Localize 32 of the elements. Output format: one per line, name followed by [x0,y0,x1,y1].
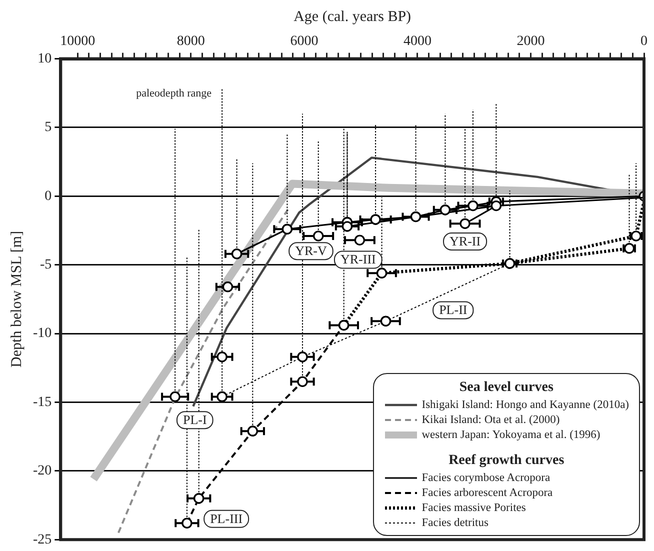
annotation: YR-III [340,252,376,267]
y-tick-label: -15 [32,394,52,410]
y-tick-label: -20 [32,464,52,479]
annotation: YR-II [450,233,481,248]
legend-label: Facies massive Porites [422,500,526,516]
x-tick-label: 0 [640,34,648,50]
legend-label: Kikai Island: Ota et al. (2000) [422,412,560,428]
annotation: PL-II [439,302,468,318]
annotation: PL-I [182,412,207,428]
x-tick-label: 4000 [403,34,432,50]
legend-label: Facies corymbose Acropora [422,470,550,486]
annotation: PL-III [210,510,243,526]
annotation: Reef growth curves [448,452,566,469]
x-tick-label: 6000 [290,34,318,50]
y-tick-label: 0 [44,188,52,204]
y-tick-label: -25 [32,532,52,548]
annotation: paleodepth range [136,87,212,100]
legend-label: Facies arborescent Acropora [422,486,553,501]
x-axis-title: Age (cal. years BP) [294,8,412,25]
x-tick-label: 2000 [516,34,545,50]
y-tick-label: 5 [44,120,52,136]
y-tick-label: -10 [32,326,52,342]
legend-title: Sea level curves [458,380,554,396]
x-tick-label: 8000 [176,34,205,50]
legend-label: Ishigaki Island: Hongo and Kayanne (2010a) [422,398,629,413]
y-axis-title: Depth below MSL [m] [8,230,25,368]
y-tick-label: 10 [38,51,52,66]
x-tick-label: 10000 [60,34,96,50]
y-tick-label: -5 [40,258,52,273]
legend-label: western Japan: Yokoyama et al. (1996) [422,428,600,443]
annotation: YR-V [295,243,328,258]
legend-label: Facies detritus [422,516,488,531]
